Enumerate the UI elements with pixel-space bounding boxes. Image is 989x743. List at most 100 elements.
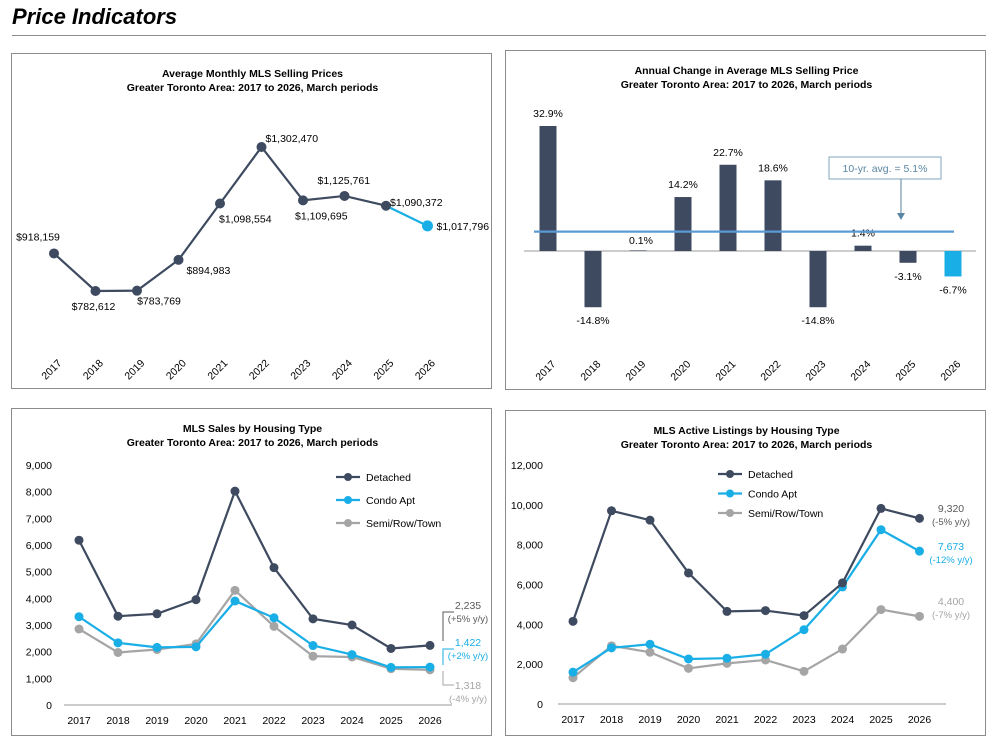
chart-subtitle: Greater Toronto Area: 2017 to 2026, Marc… [621, 439, 873, 451]
y-tick-label: 0 [46, 700, 52, 712]
end-change-label: (-12% y/y) [929, 555, 972, 566]
data-point [568, 616, 578, 626]
avg-prices-chart: Average Monthly MLS Selling Prices Greate… [16, 68, 489, 382]
bar-label-2017: 32.9% [533, 108, 563, 120]
data-point [308, 641, 318, 651]
legend-swatch-marker [344, 519, 352, 527]
data-point [386, 662, 396, 672]
bar-label-2023: -14.8% [801, 315, 834, 327]
x-tick-label-2022: 2022 [262, 715, 286, 727]
x-tick-label-2023: 2023 [288, 357, 313, 382]
data-point [876, 525, 886, 535]
data-point [568, 667, 578, 677]
legend-label: Detached [748, 469, 793, 481]
data-label-2019: $783,769 [137, 296, 181, 308]
data-point [74, 612, 84, 622]
x-tick-label-2017: 2017 [533, 358, 558, 383]
annual-change-chart-panel: Annual Change in Average MLS Selling Pri… [505, 50, 986, 390]
bar-label-2021: 22.7% [713, 147, 743, 159]
data-point [838, 578, 847, 588]
data-point [915, 513, 924, 523]
chart-subtitle: Greater Toronto Area: 2017 to 2026, Marc… [127, 82, 379, 94]
series-line-semi-row-town [572, 608, 920, 679]
bar-label-2018: -14.8% [576, 315, 609, 327]
data-point-2023 [298, 195, 308, 206]
avg-prices-chart-panel: Average Monthly MLS Selling Prices Greate… [11, 53, 492, 389]
data-point-2018 [90, 286, 101, 296]
end-change-label: (+2% y/y) [448, 651, 488, 662]
bar-label-2020: 14.2% [668, 179, 698, 191]
bar-2024 [854, 245, 872, 251]
y-tick-label: 4,000 [517, 619, 543, 631]
bar-2025 [899, 251, 917, 263]
end-value-label: 2,235 [455, 600, 481, 612]
series-line-condo-apt [572, 528, 921, 674]
x-tick-label-2020: 2020 [164, 357, 189, 382]
data-point-2021 [215, 198, 225, 209]
legend-swatch-marker [726, 509, 734, 517]
x-tick-label-2025: 2025 [869, 714, 893, 726]
data-point-2026 [422, 220, 433, 232]
x-tick-label-2023: 2023 [792, 714, 816, 726]
x-tick-label-2017: 2017 [67, 715, 91, 727]
x-tick-label-2022: 2022 [247, 357, 272, 382]
average-callout-label: 10-yr. avg. = 5.1% [843, 163, 928, 175]
data-point [230, 596, 240, 606]
end-annotation-leader [442, 671, 454, 686]
data-point [386, 643, 396, 653]
data-point [876, 605, 886, 615]
x-tick-label-2018: 2018 [578, 358, 603, 383]
annual-change-chart: Annual Change in Average MLS Selling Pri… [524, 65, 976, 383]
data-point [347, 620, 357, 630]
data-point [425, 640, 435, 650]
end-change-label: (-5% y/y) [932, 517, 970, 528]
bar-label-2019: 0.1% [629, 235, 653, 247]
x-tick-label-2024: 2024 [848, 358, 873, 383]
chart-title: MLS Active Listings by Housing Type [653, 425, 839, 437]
end-annotation-leader [442, 611, 454, 641]
data-point [230, 486, 240, 496]
average-callout-box [828, 156, 942, 180]
x-tick-label-2021: 2021 [713, 358, 738, 383]
end-change-label: (-7% y/y) [932, 610, 970, 621]
price-line-latest-segment [385, 204, 428, 227]
data-point [191, 642, 201, 652]
legend-label: Detached [366, 472, 411, 484]
data-point [722, 606, 732, 616]
data-point [645, 647, 655, 657]
end-value-label: 1,422 [455, 637, 481, 649]
x-tick-label-2018: 2018 [106, 715, 130, 727]
y-tick-label: 6,000 [26, 540, 52, 552]
x-tick-label-2026: 2026 [413, 357, 438, 382]
y-tick-label: 1,000 [26, 673, 52, 685]
title-divider [12, 35, 986, 36]
end-annotation-leader [442, 648, 454, 665]
end-value-label: 7,673 [938, 541, 964, 553]
data-label-2023: $1,109,695 [295, 210, 348, 222]
bar-2023 [809, 251, 827, 308]
chart-title: Annual Change in Average MLS Selling Pri… [635, 65, 859, 77]
average-callout-arrowhead [897, 213, 905, 220]
y-tick-label: 2,000 [517, 659, 543, 671]
data-label-2024: $1,125,761 [318, 175, 371, 187]
data-point [113, 647, 123, 657]
data-point [645, 639, 655, 649]
x-tick-label-2019: 2019 [623, 358, 648, 383]
data-point [308, 651, 318, 661]
data-point [113, 611, 123, 621]
x-tick-label-2026: 2026 [938, 358, 963, 383]
data-point [347, 650, 357, 660]
y-tick-label: 9,000 [26, 460, 52, 472]
data-point [915, 546, 924, 556]
x-tick-label-2024: 2024 [340, 715, 364, 727]
x-tick-label-2017: 2017 [561, 714, 585, 726]
end-value-label: 4,400 [938, 596, 964, 608]
listings-by-type-chart-panel: MLS Active Listings by Housing Type Great… [505, 410, 986, 736]
data-point [269, 613, 279, 623]
y-tick-label: 10,000 [511, 500, 543, 512]
x-tick-label-2026: 2026 [908, 714, 932, 726]
listings-by-type-chart: MLS Active Listings by Housing Type Great… [511, 425, 973, 726]
end-value-label: 9,320 [938, 503, 964, 515]
data-point [838, 644, 847, 654]
series-line-condo-apt [78, 599, 431, 669]
